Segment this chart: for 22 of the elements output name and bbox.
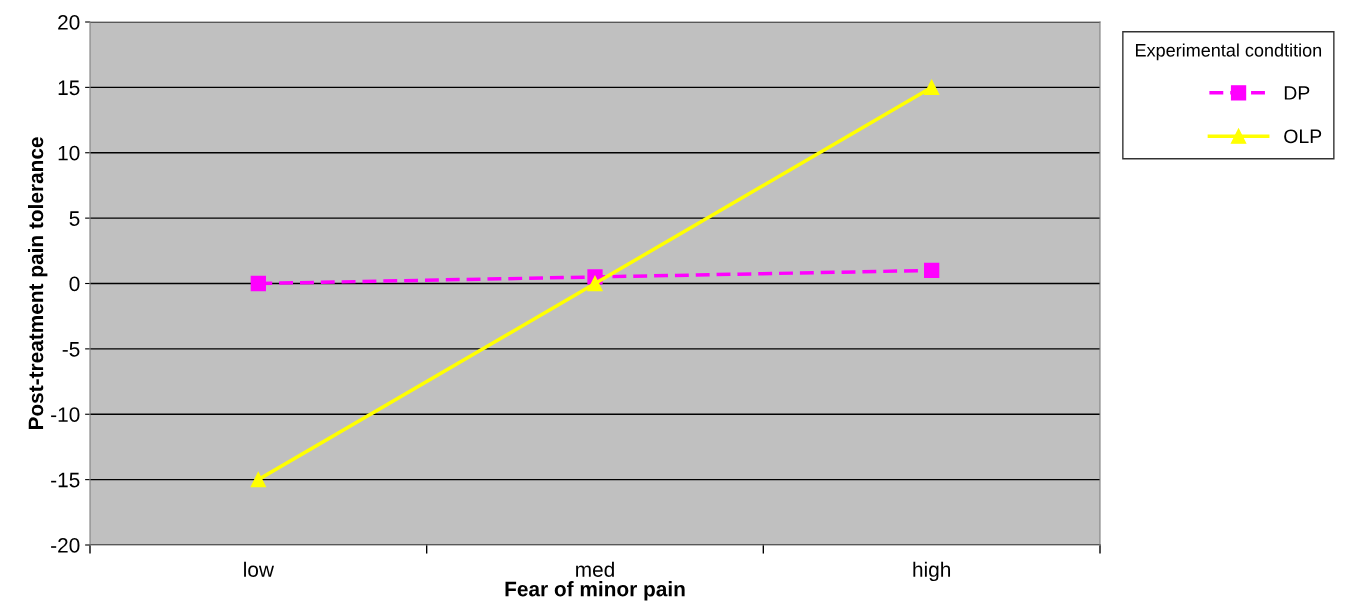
x-axis-title: Fear of minor pain — [505, 581, 685, 601]
point — [924, 79, 940, 96]
y-tick-label: 15 — [58, 80, 80, 96]
y-tick-label: -20 — [51, 538, 80, 553]
y-tick-label: 5 — [69, 211, 80, 226]
y-axis-title: Post-treatment pain tolerance — [27, 137, 48, 430]
x-tick-label: low — [244, 561, 275, 577]
legend-label: OLP — [1284, 129, 1322, 144]
x-tick-label: med — [576, 561, 614, 577]
y-tick-label: -5 — [62, 342, 80, 357]
x-tick-label: high — [913, 561, 951, 582]
y-tick-label: 0 — [69, 276, 80, 292]
y-tick-label: -10 — [51, 407, 80, 422]
y-tick-label: -15 — [51, 472, 80, 488]
legend-title: Experimental condtition — [1136, 43, 1322, 61]
y-tick-label: 10 — [58, 145, 80, 161]
point — [587, 275, 603, 292]
point — [250, 275, 266, 292]
y-tick-label: 20 — [58, 15, 80, 30]
legend-label: DP — [1284, 86, 1310, 100]
point — [250, 471, 266, 488]
point — [924, 262, 940, 279]
